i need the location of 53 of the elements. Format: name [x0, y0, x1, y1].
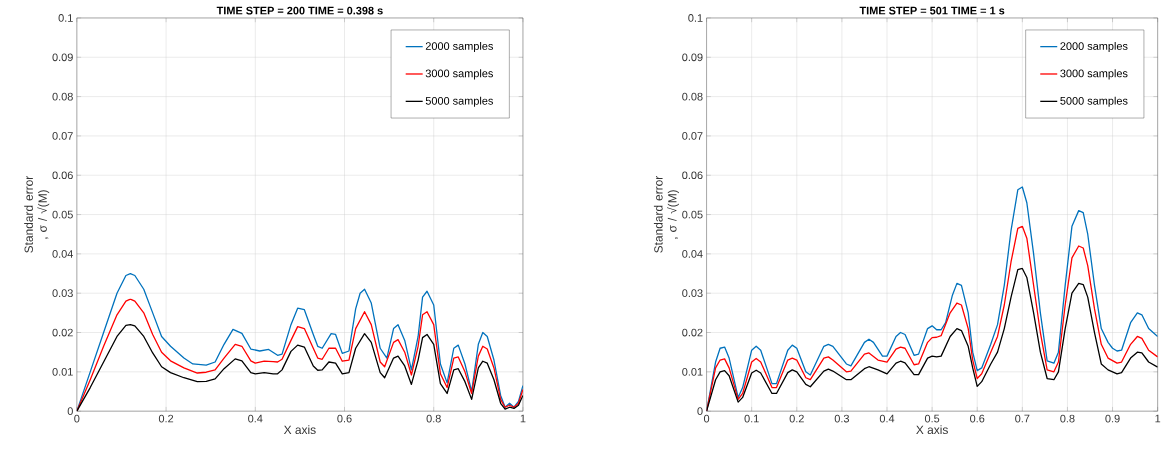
- x-axis-title: X axis: [283, 425, 316, 434]
- x-tick-label: 0.4: [248, 414, 263, 423]
- y-axis-title: Standard error , σ / √(M): [24, 175, 50, 253]
- y-tick-label: 0.1: [688, 14, 703, 22]
- y-tick-label: 0: [697, 407, 703, 415]
- x-tick-label: 0: [74, 414, 80, 423]
- x-tick-label: 1: [1155, 414, 1161, 423]
- x-axis-title: X axis: [916, 425, 948, 434]
- x-tick-label: 0.4: [879, 414, 895, 423]
- legend-label: 2000 samples: [425, 41, 493, 53]
- y-tick-label: 0.04: [52, 249, 73, 258]
- y-tick-label: 0.08: [52, 92, 73, 101]
- legend-label: 5000 samples: [1060, 96, 1128, 107]
- line-series: [706, 267, 1158, 412]
- x-tick-label: 0.9: [1105, 414, 1120, 423]
- y-tick-label: 0.1: [58, 14, 73, 22]
- y-tick-label: 0.06: [52, 171, 73, 180]
- x-tick-label: 0.6: [337, 414, 352, 423]
- x-tick-label: 0.3: [834, 414, 850, 423]
- y-tick-label: 0: [67, 407, 73, 415]
- y-tick-label: 0.02: [682, 328, 703, 337]
- chart-title: TIME STEP = 501 TIME = 1 s: [859, 6, 1005, 15]
- y-tick-label: 0.05: [52, 210, 73, 219]
- legend-label: 3000 samples: [425, 69, 493, 80]
- x-tick-label: 0.2: [158, 414, 174, 423]
- y-tick-label: 0.03: [682, 289, 703, 298]
- x-tick-label: 0.7: [1015, 414, 1030, 423]
- y-tick-label: 0.03: [52, 289, 73, 298]
- legend-label: 3000 samples: [1060, 69, 1128, 80]
- y-axis-title: Standard error , σ / √(M): [653, 175, 679, 253]
- x-tick-label: 1: [520, 414, 526, 423]
- chart-title: TIME STEP = 200 TIME = 0.398 s: [216, 6, 383, 15]
- y-tick-label: 0.09: [52, 53, 73, 62]
- x-tick-label: 0.8: [426, 414, 441, 423]
- x-tick-label: 0.5: [924, 414, 940, 423]
- y-tick-label: 0.08: [682, 92, 703, 101]
- x-tick-label: 0.2: [789, 414, 804, 423]
- y-tick-label: 0.02: [52, 328, 73, 337]
- x-tick-label: 0: [703, 414, 710, 423]
- y-tick-label: 0.05: [682, 210, 703, 219]
- y-tick-label: 0.06: [682, 171, 703, 180]
- legend-label: 2000 samples: [1060, 41, 1128, 53]
- x-tick-label: 0.6: [970, 414, 985, 423]
- legend-label: 5000 samples: [425, 96, 493, 107]
- line-series: [76, 298, 523, 412]
- y-tick-label: 0.09: [682, 53, 703, 62]
- x-tick-label: 0.8: [1060, 414, 1075, 423]
- y-tick-label: 0.01: [682, 367, 703, 376]
- x-tick-label: 0.1: [744, 414, 759, 423]
- y-tick-label: 0.07: [52, 132, 73, 140]
- y-tick-label: 0.01: [52, 367, 73, 376]
- y-tick-label: 0.07: [682, 132, 703, 140]
- y-tick-label: 0.04: [682, 249, 703, 258]
